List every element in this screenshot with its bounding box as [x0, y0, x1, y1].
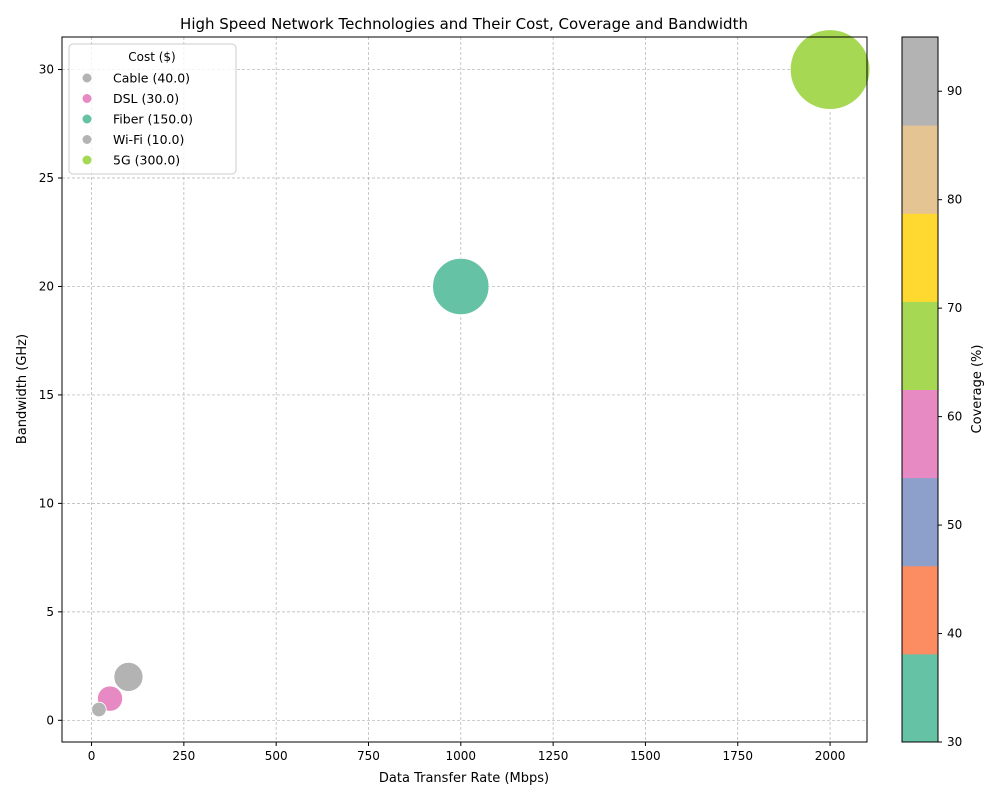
legend-label: DSL (30.0)	[113, 91, 179, 106]
x-tick-label: 500	[265, 749, 288, 763]
colorbar-segment	[902, 389, 938, 479]
y-tick-label: 20	[39, 279, 54, 293]
colorbar-label: Coverage (%)	[970, 345, 985, 434]
data-point	[432, 257, 490, 316]
data-point	[789, 29, 871, 110]
colorbar-tick-label: 80	[947, 193, 962, 207]
data-points	[91, 29, 871, 718]
data-point	[91, 701, 107, 718]
x-axis-label: Data Transfer Rate (Mbps)	[379, 771, 549, 786]
x-tick-label: 2000	[815, 749, 846, 763]
colorbar-frame	[901, 36, 939, 743]
colorbar-tick-label: 90	[947, 84, 962, 98]
colorbar-tick-label: 40	[947, 627, 962, 641]
axes-frame	[61, 36, 868, 743]
colorbar-segment	[902, 125, 938, 214]
colorbar-segment	[902, 477, 938, 567]
y-tick-label: 15	[39, 388, 54, 402]
legend-label: Wi-Fi (10.0)	[113, 132, 184, 147]
legend-items: Cable (40.0) DSL (30.0) Fiber (150.0) Wi-Fi…	[82, 71, 193, 168]
legend-marker	[82, 73, 92, 83]
y-axis-label: Bandwidth (GHz)	[15, 334, 30, 444]
colorbar-segment	[902, 565, 938, 655]
legend-marker	[82, 94, 92, 103]
x-axis-ticks: 0 250 500 750 1000 1250 1500 1750 2000	[88, 742, 846, 763]
legend-marker	[82, 135, 92, 144]
legend-marker	[82, 155, 92, 165]
legend: Cost ($) Cable (40.0) DSL (30.0) Fiber (15…	[68, 43, 237, 175]
colorbar-segment	[902, 213, 938, 302]
legend-box	[68, 43, 237, 175]
legend-marker	[82, 114, 92, 124]
legend-label: Fiber (150.0)	[113, 112, 193, 127]
colorbar: 30 40 50 60 70 80 90	[901, 36, 962, 749]
data-point	[113, 661, 144, 692]
colorbar-tick-label: 30	[947, 735, 962, 749]
y-tick-label: 0	[46, 713, 54, 727]
chart-title: High Speed Network Technologies and Thei…	[180, 15, 748, 33]
x-tick-label: 250	[172, 749, 195, 763]
legend-label: Cable (40.0)	[113, 71, 190, 86]
x-tick-label: 1250	[538, 749, 569, 763]
x-tick-label: 0	[88, 749, 96, 763]
x-tick-label: 1750	[722, 749, 753, 763]
legend-title: Cost ($)	[128, 50, 176, 64]
colorbar-segment	[902, 37, 938, 126]
grid	[62, 37, 867, 742]
x-tick-label: 1500	[630, 749, 661, 763]
colorbar-tick-label: 60	[947, 410, 962, 424]
y-tick-label: 10	[39, 496, 54, 510]
legend-label: 5G (300.0)	[113, 153, 180, 168]
colorbar-tick-label: 70	[947, 301, 962, 315]
y-tick-label: 25	[39, 171, 54, 185]
y-tick-label: 5	[46, 605, 54, 619]
colorbar-segment	[902, 653, 938, 743]
x-tick-label: 1000	[446, 749, 477, 763]
y-axis-ticks: 0 5 10 15 20 25 30	[39, 63, 62, 727]
y-tick-label: 30	[39, 63, 54, 77]
x-tick-label: 750	[357, 749, 380, 763]
colorbar-tick-label: 50	[947, 518, 962, 532]
colorbar-segment	[902, 301, 938, 390]
